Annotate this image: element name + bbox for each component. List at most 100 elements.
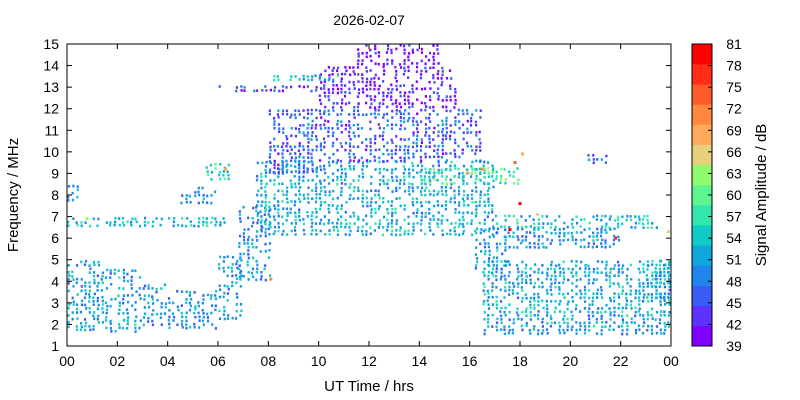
spectrogram-cell: [247, 228, 250, 231]
spectrogram-cell: [437, 98, 440, 101]
spectrogram-cell: [122, 294, 125, 297]
spectrogram-cell: [340, 178, 343, 182]
spectrogram-cell: [415, 127, 419, 130]
spectrogram-cell: [298, 167, 301, 170]
spectrogram-cell: [293, 203, 296, 207]
spectrogram-cell: [256, 239, 259, 242]
spectrogram-cell: [348, 130, 351, 134]
spectrogram-cell: [491, 233, 494, 236]
spectrogram-cell: [185, 200, 188, 204]
spectrogram-cell: [453, 131, 456, 134]
spectrogram-cell: [617, 218, 620, 221]
spectrogram-cell: [411, 232, 414, 236]
spectrogram-cell: [428, 200, 431, 204]
spectrogram-cell: [387, 186, 390, 190]
spectrogram-cell: [450, 222, 453, 225]
spectrogram-cell: [92, 324, 95, 328]
spectrogram-cell: [307, 179, 310, 182]
spectrogram-cell: [134, 323, 137, 326]
spectrogram-cell: [126, 319, 129, 322]
spectrogram-cell: [407, 229, 410, 233]
spectrogram-cell: [508, 225, 511, 229]
spectrogram-cell: [328, 77, 331, 80]
spectrogram-cell: [504, 306, 507, 310]
spectrogram-cell: [475, 134, 478, 137]
spectrogram-cell: [193, 325, 196, 329]
spectrogram-cell: [79, 310, 83, 314]
spectrogram-cell: [466, 127, 469, 131]
spectrogram-cell: [261, 200, 264, 204]
spectrogram-cell: [524, 267, 527, 270]
spectrogram-cell: [453, 164, 456, 167]
spectrogram-cell: [436, 222, 439, 225]
spectrogram-cell: [634, 328, 638, 332]
spectrogram-cell: [478, 145, 481, 149]
spectrogram-cell: [659, 310, 663, 313]
spectrogram-cell: [471, 160, 474, 164]
spectrogram-cell: [562, 271, 565, 275]
spectrogram-cell: [276, 75, 279, 78]
spectrogram-cell: [332, 131, 335, 134]
spectrogram-cell: [373, 141, 377, 145]
spectrogram-cell: [390, 98, 393, 102]
spectrogram-cell: [315, 211, 318, 214]
spectrogram-cell: [306, 75, 309, 78]
spectrogram-cell: [155, 287, 158, 291]
spectrogram-cell: [482, 289, 485, 292]
spectrogram-cell: [184, 224, 187, 228]
spectrogram-cell: [609, 271, 612, 274]
spectrogram-cell: [449, 98, 452, 102]
spectrogram-cell: [637, 324, 640, 328]
spectrogram-cell: [449, 164, 452, 168]
spectrogram-cell: [302, 77, 305, 81]
spectrogram-cell: [411, 62, 414, 65]
spectrogram-cell: [399, 159, 403, 163]
spectrogram-cell: [281, 163, 284, 167]
spectrogram-cell: [201, 200, 205, 204]
spectrogram-cell: [487, 204, 491, 207]
spectrogram-cell: [646, 260, 649, 263]
spectrogram-cell: [101, 311, 105, 314]
spectrogram-cell: [377, 193, 380, 197]
spectrogram-cell: [365, 148, 368, 152]
spectrogram-cell: [668, 274, 671, 278]
spectrogram-cell: [374, 106, 377, 109]
spectrogram-cell: [198, 326, 201, 329]
spectrogram-cell: [566, 303, 569, 306]
spectrogram-cell: [425, 171, 428, 174]
spectrogram-cell: [261, 226, 264, 229]
spectrogram-cell: [583, 218, 586, 221]
spectrogram-cell: [462, 179, 465, 183]
spectrogram-cell: [407, 137, 410, 141]
spectrogram-cell: [503, 235, 506, 238]
spectrogram-cell: [336, 175, 339, 179]
spectrogram-cell: [655, 289, 658, 292]
spectrogram-cell: [298, 78, 301, 81]
spectrogram-cell: [484, 228, 487, 231]
spectrogram-cell: [337, 74, 340, 77]
spectrogram-cell: [337, 218, 340, 221]
spectrogram-cell: [605, 222, 608, 226]
spectrogram-cell: [269, 168, 272, 172]
spectrogram-cell: [420, 193, 423, 196]
spectrogram-cell: [395, 179, 398, 182]
spectrogram-cell: [340, 171, 344, 175]
spectrogram-cell: [84, 284, 87, 288]
spectrogram-cell: [294, 185, 297, 189]
spectrogram-cell: [328, 232, 331, 236]
spectrogram-cell: [277, 163, 280, 167]
spectrogram-cell: [328, 113, 331, 116]
spectrogram-cell: [461, 177, 464, 181]
spectrogram-cell: [341, 101, 344, 105]
spectrogram-cell: [658, 274, 661, 277]
spectrogram-cell: [176, 289, 179, 293]
spectrogram-cell: [626, 267, 629, 271]
spectrogram-cell: [378, 102, 381, 105]
spectrogram-cell: [567, 238, 570, 242]
spectrogram-cell: [591, 314, 595, 318]
spectrogram-cell: [294, 159, 297, 162]
spectrogram-cell: [474, 253, 477, 256]
spectrogram-cell: [558, 292, 561, 295]
spectrogram-cell: [361, 59, 364, 62]
spectrogram-cell: [403, 48, 406, 52]
